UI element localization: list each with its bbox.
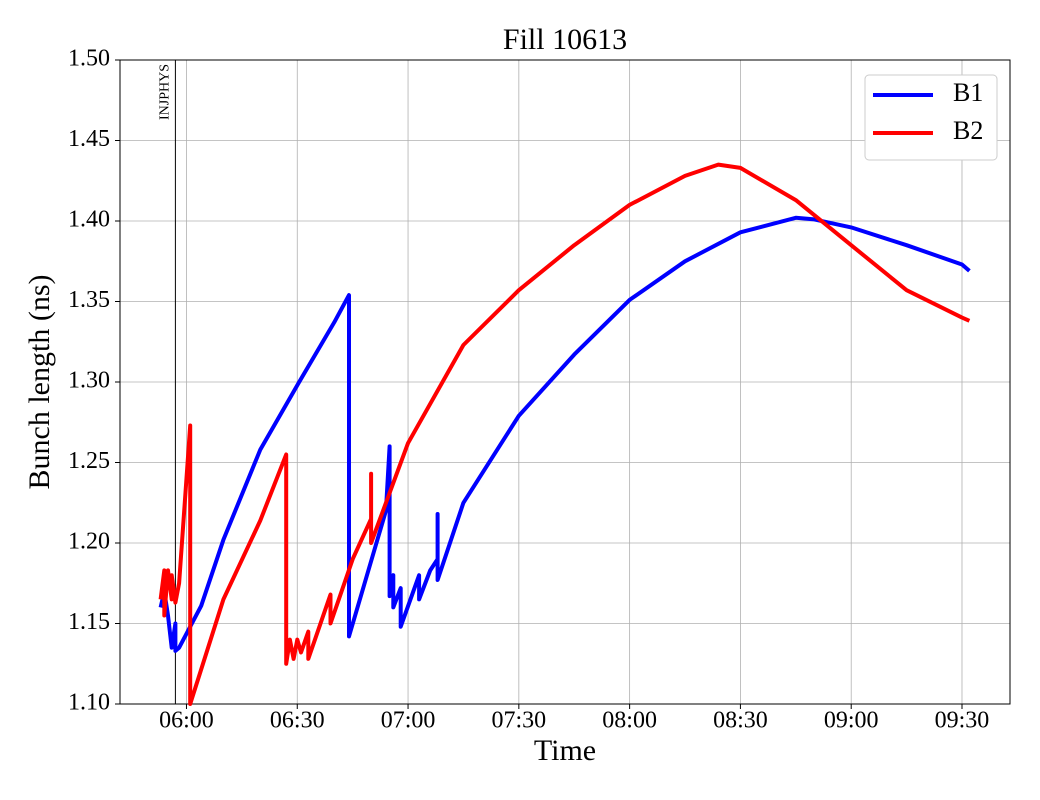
x-tick-label: 08:30: [713, 708, 768, 734]
line-series: [158, 162, 971, 706]
x-tick-label: 09:30: [935, 708, 990, 734]
line-series: [158, 215, 971, 653]
y-axis-label: Bunch length (ns): [23, 275, 56, 490]
y-tick-label: 1.45: [68, 126, 110, 152]
y-tick-label: 1.10: [68, 690, 110, 716]
x-tick-label: 09:00: [824, 708, 879, 734]
y-tick-label: 1.35: [68, 287, 110, 313]
y-tick-label: 1.30: [68, 368, 110, 394]
x-tick-label: 08:00: [602, 708, 657, 734]
y-tick-label: 1.15: [68, 609, 110, 635]
x-tick-label: 07:00: [381, 708, 436, 734]
legend-label: B1: [953, 78, 983, 107]
y-tick-label: 1.40: [68, 207, 110, 233]
legend-label: B2: [953, 116, 983, 145]
x-tick-label: 07:30: [492, 708, 547, 734]
plot-frame: [119, 59, 1011, 705]
x-tick-label: 06:30: [270, 708, 325, 734]
chart-title: Fill 10613: [503, 23, 627, 56]
x-axis-label: Time: [534, 734, 596, 767]
y-tick-label: 1.50: [68, 46, 110, 72]
y-tick-label: 1.25: [68, 448, 110, 474]
y-tick-label: 1.20: [68, 529, 110, 555]
x-tick-label: 06:00: [159, 708, 214, 734]
annotation-label: INJPHYS: [158, 64, 173, 120]
